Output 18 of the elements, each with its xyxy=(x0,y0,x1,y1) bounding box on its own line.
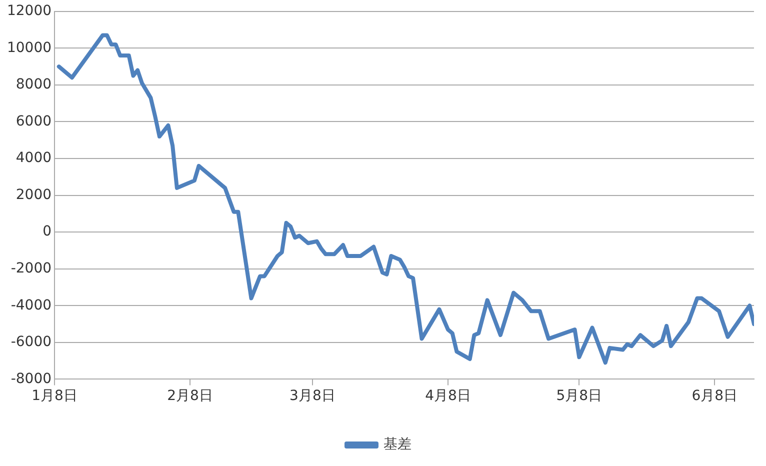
x-tick-label: 2月8日 xyxy=(167,388,213,404)
y-tick-label: 12000 xyxy=(6,3,52,20)
y-tick-label: 6000 xyxy=(16,113,52,130)
x-tick-label: 3月8日 xyxy=(290,388,336,404)
y-tick-label: 4000 xyxy=(16,150,52,166)
x-tick-label: 4月8日 xyxy=(425,388,471,404)
x-tick-label: 1月8日 xyxy=(32,388,78,404)
y-tick-label: 8000 xyxy=(16,76,52,93)
y-tick-label: -6000 xyxy=(10,334,52,350)
legend-label: 基差 xyxy=(384,436,412,453)
y-tick-label: -8000 xyxy=(10,370,52,387)
x-tick-label: 5月8日 xyxy=(556,388,602,404)
y-tick-label: -4000 xyxy=(10,297,52,314)
y-tick-label: 0 xyxy=(42,224,52,240)
y-tick-label: -2000 xyxy=(10,260,52,276)
y-tick-label: 10000 xyxy=(6,40,52,56)
x-tick-label: 6月8日 xyxy=(692,388,738,404)
y-tick-label: 2000 xyxy=(16,186,52,203)
